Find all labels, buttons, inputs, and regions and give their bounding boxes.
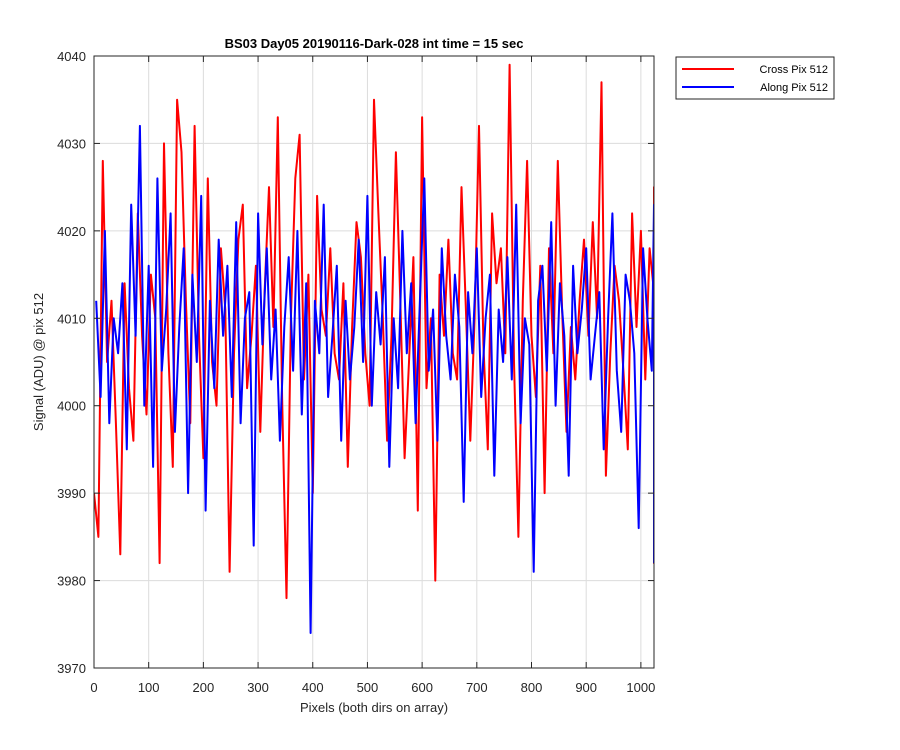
y-tick-label: 4030 bbox=[57, 136, 86, 151]
y-tick-label: 4010 bbox=[57, 311, 86, 326]
x-tick-label: 500 bbox=[357, 680, 379, 695]
y-tick-label: 4000 bbox=[57, 399, 86, 414]
x-tick-label: 300 bbox=[247, 680, 269, 695]
series-layer bbox=[94, 63, 654, 634]
series-line-along bbox=[95, 124, 654, 634]
y-tick-label: 4020 bbox=[57, 224, 86, 239]
x-tick-label: 0 bbox=[90, 680, 97, 695]
x-tick-label: 600 bbox=[411, 680, 433, 695]
x-tick-label: 400 bbox=[302, 680, 324, 695]
y-tick-label: 3990 bbox=[57, 486, 86, 501]
x-tick-label: 700 bbox=[466, 680, 488, 695]
x-tick-label: 800 bbox=[521, 680, 543, 695]
x-axis-label: Pixels (both dirs on array) bbox=[300, 700, 448, 715]
legend-label-cross: Cross Pix 512 bbox=[760, 64, 828, 76]
x-tick-label: 200 bbox=[193, 680, 215, 695]
y-tick-label: 3970 bbox=[57, 661, 86, 676]
plot-frame bbox=[93, 55, 655, 669]
y-tick-label: 4040 bbox=[57, 49, 86, 64]
legend-box bbox=[675, 56, 835, 100]
y-axis-label: Signal (ADU) @ pix 512 bbox=[31, 293, 46, 431]
legend: Cross Pix 512 Along Pix 512 bbox=[675, 56, 835, 100]
x-tick-label: 100 bbox=[138, 680, 160, 695]
y-tick-label: 3980 bbox=[57, 574, 86, 589]
ticks: 0 100 200 300 400 500 600 700 800 900 1000 3970 3980… bbox=[57, 49, 655, 695]
x-tick-label: 900 bbox=[575, 680, 597, 695]
x-tick-label: 1000 bbox=[626, 680, 655, 695]
chart-title: BS03 Day05 20190116-Dark-028 int time = … bbox=[225, 36, 524, 51]
legend-label-along: Along Pix 512 bbox=[760, 82, 828, 94]
